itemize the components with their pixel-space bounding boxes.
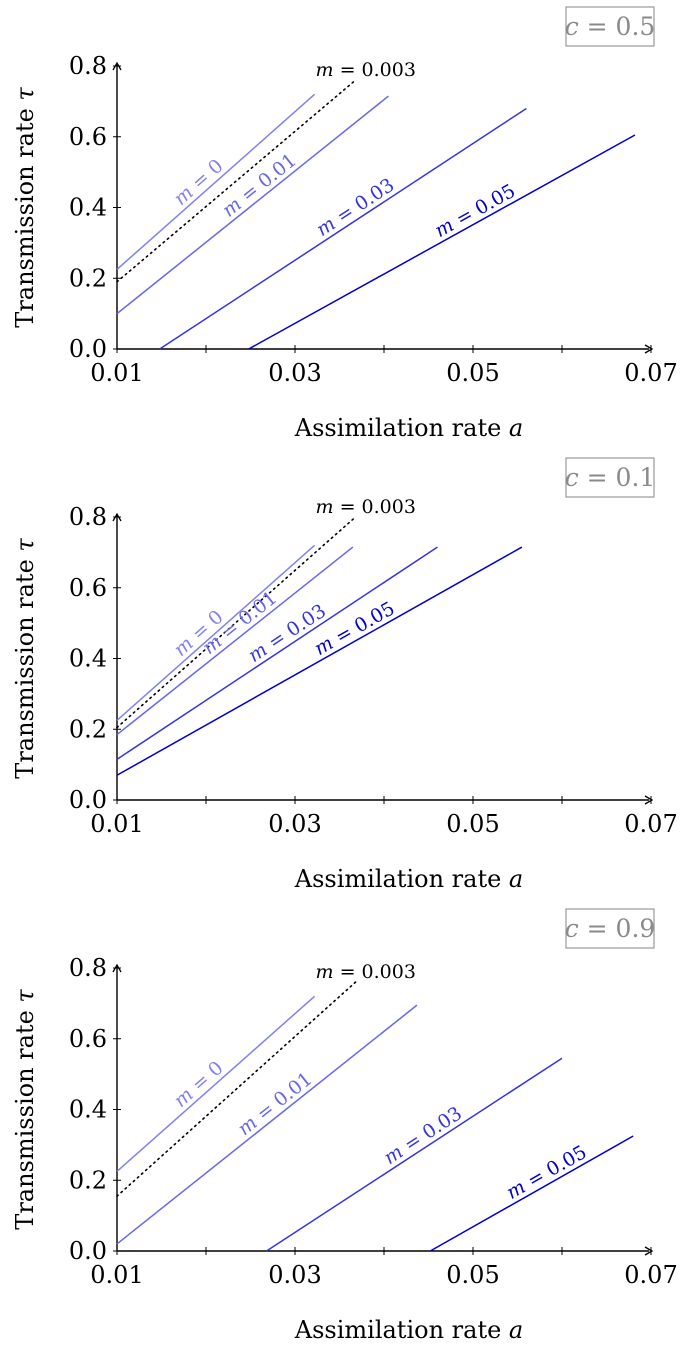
series-line: [116, 546, 354, 736]
series-label: m = 0.05: [311, 597, 399, 660]
y-axis-arrow-icon: [112, 512, 122, 522]
y-axis-title: Transmission rate τ: [11, 87, 39, 328]
y-tick-label: 0.8: [69, 52, 107, 80]
y-axis-arrow-icon: [112, 61, 122, 71]
x-axis-arrow-icon: [644, 1246, 654, 1256]
y-tick-label: 0.4: [69, 194, 107, 222]
x-tick-label: 0.03: [268, 1261, 321, 1289]
chart-panel-c-0-9: 0.01 0.03 0.05 0.07 0.0 0.2 0.4 0.6 0.8 Assimilat…: [0, 902, 683, 1353]
y-tick-label: 0.4: [69, 1096, 107, 1124]
series-line: [429, 1135, 634, 1252]
y-tick-label: 0.2: [69, 715, 107, 743]
series-line: [116, 546, 438, 760]
panel-label-box: c = 0.5: [565, 6, 656, 47]
chart-panel-c-0-5: 0.01 0.03 0.05 0.07 0.0 0.2 0.4 0.6 0.8 Assimilat…: [0, 0, 683, 451]
series-line: [116, 79, 357, 283]
x-tick-label: 0.01: [90, 359, 143, 387]
y-axis-arrow-icon: [112, 963, 122, 973]
series-label: m = 0.01: [234, 1068, 317, 1140]
x-axis-title: Assimilation rate a: [294, 865, 523, 893]
x-tick-label: 0.01: [90, 810, 143, 838]
x-tick-label: 0.01: [90, 1261, 143, 1289]
chart-panel-c-0-1: 0.01 0.03 0.05 0.07 0.0 0.2 0.4 0.6 0.8 Assimilat…: [0, 451, 683, 902]
x-tick-label: 0.05: [446, 810, 499, 838]
x-axis-title: Assimilation rate a: [294, 1316, 523, 1344]
x-axis-arrow-icon: [644, 795, 654, 805]
series-label: m = 0.003: [316, 961, 416, 983]
y-tick-label: 0.0: [69, 335, 107, 363]
x-axis-title: Assimilation rate a: [294, 414, 523, 442]
series-line: [116, 95, 389, 315]
chart-svg: 0.01 0.03 0.05 0.07 0.0 0.2 0.4 0.6 0.8 Assimilat…: [11, 6, 678, 442]
series-line: [159, 107, 527, 350]
series-label: m = 0.05: [503, 1141, 591, 1204]
series-line: [116, 516, 357, 729]
x-tick-label: 0.07: [624, 1261, 677, 1289]
panel-label-box: c = 0.9: [565, 908, 656, 949]
chart-svg: 0.01 0.03 0.05 0.07 0.0 0.2 0.4 0.6 0.8 Assimilat…: [11, 457, 678, 893]
panel-label-text: c = 0.1: [565, 463, 656, 492]
series-label: m = 0.003: [316, 59, 416, 81]
x-tick-label: 0.07: [624, 359, 677, 387]
y-tick-label: 0.8: [69, 503, 107, 531]
panel-label-text: c = 0.5: [565, 12, 656, 41]
y-tick-label: 0.2: [69, 264, 107, 292]
series-line: [116, 981, 357, 1197]
y-tick-label: 0.0: [69, 786, 107, 814]
x-tick-label: 0.03: [268, 359, 321, 387]
y-tick-label: 0.6: [69, 1025, 107, 1053]
y-axis-title: Transmission rate τ: [11, 538, 39, 779]
y-tick-label: 0.0: [69, 1237, 107, 1265]
series-label: m = 0: [170, 155, 228, 210]
x-tick-label: 0.05: [446, 359, 499, 387]
series-label: m = 0.05: [431, 180, 519, 242]
panel-label-box: c = 0.1: [565, 457, 656, 498]
x-axis-arrow-icon: [644, 344, 654, 354]
chart-svg: 0.01 0.03 0.05 0.07 0.0 0.2 0.4 0.6 0.8 Assimilat…: [11, 908, 678, 1344]
y-tick-label: 0.8: [69, 954, 107, 982]
series-line: [116, 1004, 418, 1245]
series-line: [116, 93, 316, 270]
y-tick-label: 0.2: [69, 1166, 107, 1194]
x-tick-label: 0.03: [268, 810, 321, 838]
y-tick-label: 0.6: [69, 574, 107, 602]
series-line: [116, 995, 316, 1172]
series-line: [116, 544, 316, 721]
series-label: m = 0.03: [312, 174, 398, 241]
series-label: m = 0.003: [316, 496, 416, 518]
y-tick-label: 0.6: [69, 123, 107, 151]
series-line: [266, 1057, 563, 1252]
y-axis-title: Transmission rate τ: [11, 989, 39, 1230]
series-line: [116, 546, 523, 776]
x-tick-label: 0.07: [624, 810, 677, 838]
panel-label-text: c = 0.9: [565, 914, 656, 943]
series-label: m = 0.03: [380, 1102, 466, 1169]
y-tick-label: 0.4: [69, 645, 107, 673]
x-tick-label: 0.05: [446, 1261, 499, 1289]
series-line: [248, 134, 636, 350]
